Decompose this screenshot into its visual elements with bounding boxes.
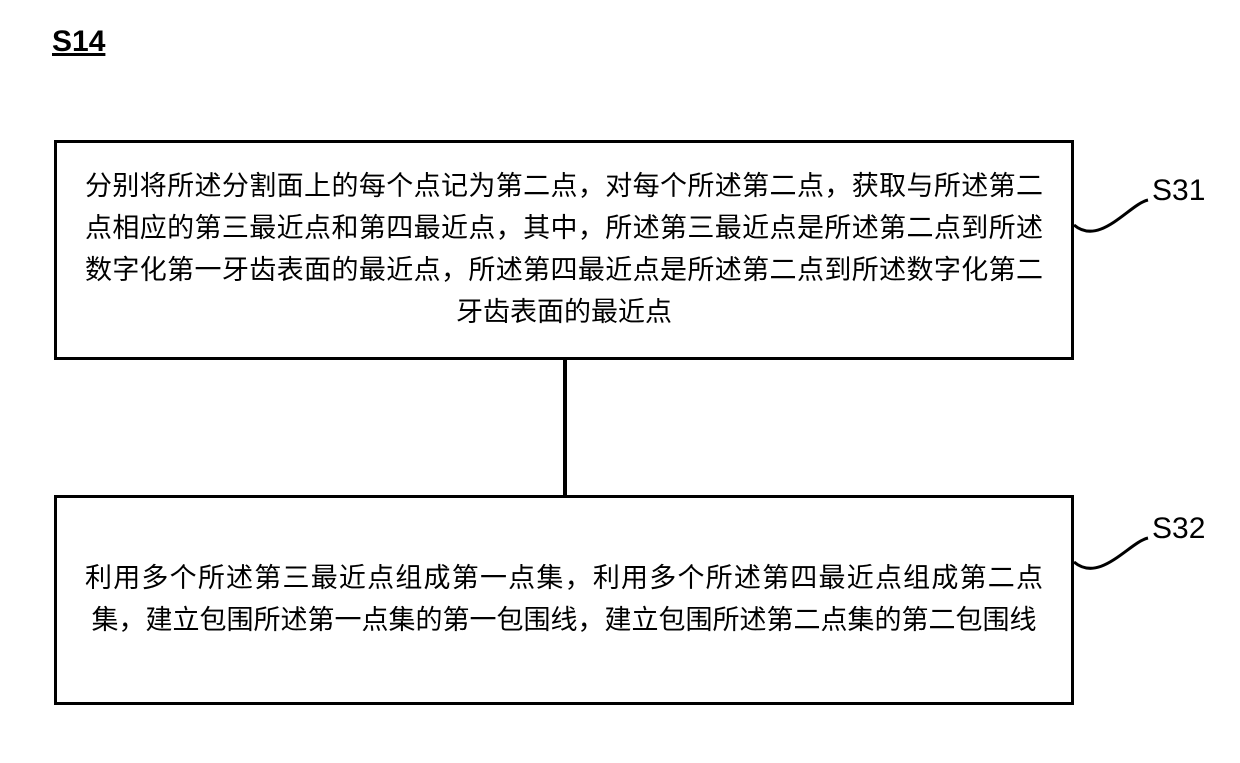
edge-n1-n2 bbox=[563, 360, 567, 495]
flow-node-s32: 利用多个所述第三最近点组成第一点集，利用多个所述第四最近点组成第二点集，建立包围… bbox=[54, 495, 1074, 705]
step-label-s32: S32 bbox=[1152, 512, 1205, 546]
callout-curve-s32 bbox=[1064, 508, 1158, 592]
diagram-title: S14 bbox=[52, 25, 105, 59]
step-label-s31: S31 bbox=[1152, 174, 1205, 208]
node-text: 分别将所述分割面上的每个点记为第二点，对每个所述第二点，获取与所述第二点相应的第… bbox=[85, 166, 1043, 333]
flow-node-s31: 分别将所述分割面上的每个点记为第二点，对每个所述第二点，获取与所述第二点相应的第… bbox=[54, 140, 1074, 360]
node-text: 利用多个所述第三最近点组成第一点集，利用多个所述第四最近点组成第二点集，建立包围… bbox=[85, 558, 1043, 642]
flowchart-canvas: S14 分别将所述分割面上的每个点记为第二点，对每个所述第二点，获取与所述第二点… bbox=[0, 0, 1240, 763]
callout-curve-s31 bbox=[1064, 170, 1158, 255]
